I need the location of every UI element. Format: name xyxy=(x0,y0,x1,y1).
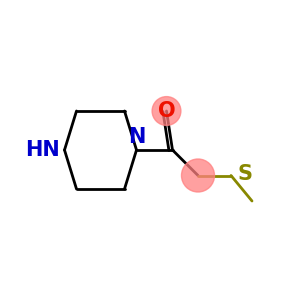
Text: HN: HN xyxy=(25,140,60,160)
Circle shape xyxy=(182,159,214,192)
Circle shape xyxy=(152,97,181,125)
Text: O: O xyxy=(158,101,175,121)
Text: S: S xyxy=(238,164,253,184)
Text: N: N xyxy=(128,127,145,147)
